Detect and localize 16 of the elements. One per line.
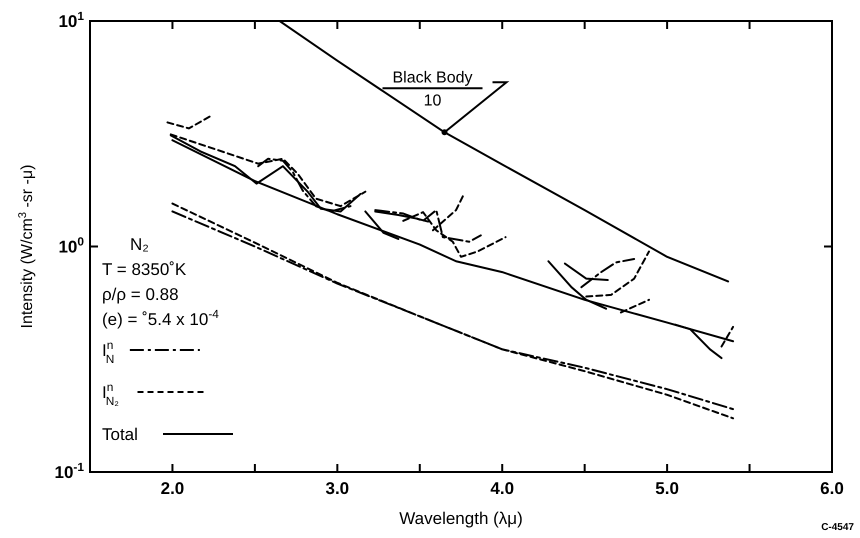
annotation: N₂ bbox=[130, 235, 149, 254]
y-tick-label: 10$^{1}$ bbox=[58, 9, 84, 31]
x-tick-label: 3.0 bbox=[326, 479, 350, 498]
y-tick-label: 10$^{-1}$ bbox=[54, 460, 84, 482]
x-tick-label: 6.0 bbox=[820, 479, 844, 498]
legend-label: Total bbox=[102, 425, 138, 444]
y-tick-label: 10$^{0}$ bbox=[58, 234, 84, 256]
annotation: Black Body 10 bbox=[392, 69, 473, 110]
x-axis-title: Wavelength (λμ) bbox=[399, 509, 523, 528]
x-tick-label: 2.0 bbox=[160, 479, 184, 498]
x-tick-label: 4.0 bbox=[490, 479, 514, 498]
annotation: T = 8350˚K bbox=[102, 260, 187, 279]
x-tick-label: 5.0 bbox=[655, 479, 679, 498]
text: C-4547 bbox=[821, 522, 854, 533]
annotation: (e) = ˚5.4 x 10$^{-4}$ bbox=[102, 307, 220, 329]
annotation: ρ/ρ = 0.88 bbox=[102, 285, 179, 304]
